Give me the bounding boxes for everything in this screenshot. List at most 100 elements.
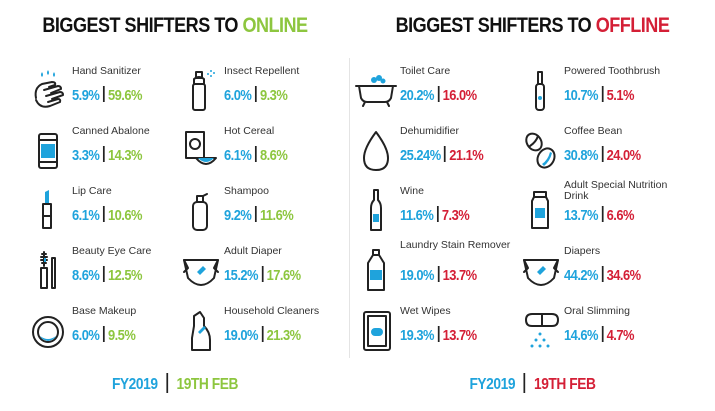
value-fy2019: 11.6% — [400, 207, 434, 224]
offline-item-wet-wipes: Wet Wipes 19.3% 13.7% — [358, 306, 508, 358]
offline-item-diapers: Diapers 44.2% 34.6% — [522, 246, 672, 298]
value-separator — [437, 86, 440, 102]
item-label: Household Cleaners — [224, 305, 320, 317]
value-separator — [102, 266, 105, 282]
item-label: Wine — [400, 185, 424, 197]
item-values: 6.0% 9.3% — [224, 86, 288, 104]
value-19th-feb: 13.7% — [442, 327, 478, 344]
item-values: 8.6% 12.5% — [72, 266, 142, 284]
offline-item-dehumidifier: Dehumidifier 25.24% 21.1% — [358, 126, 508, 178]
value-fy2019: 10.7% — [564, 87, 599, 104]
item-label: Toilet Care — [400, 65, 451, 77]
value-separator — [261, 326, 264, 342]
offline-panel: BIGGEST SHIFTERS TO OFFLINE Toilet Care … — [350, 0, 715, 411]
value-separator — [444, 146, 446, 162]
value-separator — [261, 266, 264, 282]
item-values: 6.1% 8.6% — [224, 146, 288, 164]
item-values: 5.9% 59.6% — [72, 86, 142, 104]
offline-title-highlight: OFFLINE — [595, 14, 670, 37]
item-label: Beauty Eye Care — [72, 245, 152, 257]
compact-makeup-icon — [30, 308, 68, 354]
item-values: 6.0% 9.5% — [72, 326, 136, 344]
offline-item-nutrition-drink: Adult Special Nutrition Drink 13.7% 6.6% — [522, 180, 672, 232]
hand-sanitizer-icon — [30, 68, 68, 114]
item-values: 11.6% 7.3% — [400, 206, 470, 224]
item-label: Shampoo — [224, 185, 269, 197]
item-values: 6.1% 10.6% — [72, 206, 142, 224]
online-item-adult-diaper: Adult Diaper 15.2% 17.6% — [182, 246, 332, 298]
value-19th-feb: 9.5% — [107, 327, 136, 344]
legend-19th-feb: 19TH FEB — [533, 376, 596, 393]
online-item-canned-abalone: Canned Abalone 3.3% 14.3% — [30, 126, 180, 178]
value-separator — [254, 86, 257, 102]
value-fy2019: 6.1% — [72, 207, 100, 224]
item-values: 44.2% 34.6% — [564, 266, 641, 284]
item-label: Hot Cereal — [224, 125, 275, 137]
coffee-bean-icon — [522, 128, 560, 174]
online-legend: FY2019 19TH FEB — [25, 373, 326, 394]
water-drop-icon — [358, 128, 396, 174]
offline-item-laundry-stain-remover: Laundry Stain Remover 19.0% 13.7% — [358, 240, 510, 294]
item-label: Adult Special Nutrition Drink — [564, 179, 668, 202]
offline-title: BIGGEST SHIFTERS TO OFFLINE — [376, 14, 690, 38]
online-title-prefix: BIGGEST SHIFTERS TO — [42, 14, 243, 37]
value-19th-feb: 10.6% — [107, 207, 143, 224]
value-separator — [601, 146, 604, 162]
value-separator — [254, 206, 257, 222]
wine-bottle-icon — [358, 188, 396, 234]
item-label: Lip Care — [72, 185, 112, 197]
item-label: Powered Toothbrush — [564, 65, 661, 77]
value-separator — [102, 86, 105, 102]
online-title-highlight: ONLINE — [242, 14, 308, 37]
value-separator — [102, 206, 105, 222]
online-item-beauty-eye-care: Beauty Eye Care 8.6% 12.5% — [30, 246, 180, 298]
value-19th-feb: 5.1% — [606, 87, 635, 104]
value-fy2019: 20.2% — [400, 87, 435, 104]
insect-repellent-icon — [182, 68, 220, 114]
item-values: 9.2% 11.6% — [224, 206, 294, 224]
value-19th-feb: 17.6% — [266, 267, 302, 284]
value-separator — [102, 146, 105, 162]
value-fy2019: 3.3% — [72, 147, 100, 164]
item-label: Insect Repellent — [224, 65, 300, 77]
item-values: 19.3% 13.7% — [400, 326, 477, 344]
value-fy2019: 13.7% — [564, 207, 599, 224]
value-fy2019: 15.2% — [224, 267, 259, 284]
offline-item-coffee-bean: Coffee Bean 30.8% 24.0% — [522, 126, 672, 178]
value-separator — [254, 146, 257, 162]
item-values: 25.24% 21.1% — [400, 146, 484, 164]
item-values: 30.8% 24.0% — [564, 146, 641, 164]
value-fy2019: 6.0% — [224, 87, 252, 104]
value-fy2019: 30.8% — [564, 147, 599, 164]
value-19th-feb: 8.6% — [259, 147, 288, 164]
value-19th-feb: 9.3% — [259, 87, 288, 104]
value-separator — [437, 326, 440, 342]
online-item-insect-repellent: Insect Repellent 6.0% 9.3% — [182, 66, 332, 118]
online-item-household-cleaners: Household Cleaners 19.0% 21.3% — [182, 306, 332, 358]
item-label: Adult Diaper — [224, 245, 282, 257]
value-19th-feb: 13.7% — [442, 267, 478, 284]
online-item-lip-care: Lip Care 6.1% 10.6% — [30, 186, 180, 238]
legend-separator — [523, 373, 526, 393]
laundry-bottle-icon — [358, 248, 396, 294]
value-separator — [437, 266, 440, 282]
toothbrush-icon — [522, 68, 560, 114]
value-19th-feb: 21.1% — [449, 147, 484, 164]
item-values: 19.0% 21.3% — [224, 326, 301, 344]
item-label: Hand Sanitizer — [72, 65, 141, 77]
value-19th-feb: 7.3% — [441, 207, 470, 224]
value-19th-feb: 12.5% — [107, 267, 143, 284]
value-fy2019: 44.2% — [564, 267, 599, 284]
item-label: Wet Wipes — [400, 305, 451, 317]
panel-divider — [349, 58, 350, 358]
shampoo-icon — [182, 188, 220, 234]
item-values: 20.2% 16.0% — [400, 86, 477, 104]
offline-item-powered-toothbrush: Powered Toothbrush 10.7% 5.1% — [522, 66, 702, 118]
online-panel: BIGGEST SHIFTERS TO ONLINE Hand Sanitize… — [0, 0, 350, 411]
online-item-hand-sanitizer: Hand Sanitizer 5.9% 59.6% — [30, 66, 180, 118]
value-separator — [601, 206, 604, 222]
online-item-base-makeup: Base Makeup 6.0% 9.5% — [30, 306, 180, 358]
offline-item-wine: Wine 11.6% 7.3% — [358, 186, 508, 238]
cleaner-bottle-icon — [182, 308, 220, 354]
eye-care-icon — [30, 248, 68, 294]
